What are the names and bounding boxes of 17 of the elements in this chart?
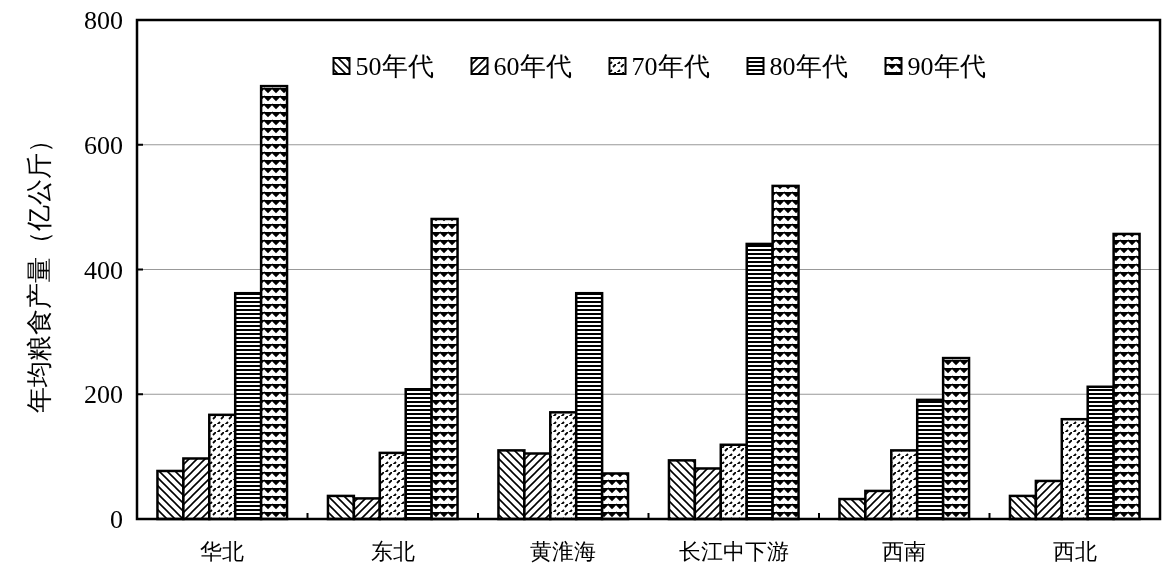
y-tick-label: 800 — [84, 6, 123, 35]
y-tick-label: 600 — [84, 130, 123, 160]
y-tick-label: 400 — [84, 255, 123, 285]
legend-label: 90年代 — [907, 52, 986, 81]
x-tick-label: 西北 — [1052, 539, 1097, 564]
x-tick-label: 西南 — [882, 539, 927, 564]
legend-label: 50年代 — [355, 52, 434, 81]
legend-label: 70年代 — [631, 52, 710, 81]
legend-label: 80年代 — [769, 52, 848, 81]
x-tick-label: 黄淮海 — [530, 539, 597, 564]
y-axis-title: 年均粮食产量（亿公斤） — [25, 126, 54, 413]
y-tick-label: 0 — [110, 505, 123, 534]
x-tick-label: 华北 — [200, 539, 245, 564]
y-tick-label: 200 — [84, 380, 123, 410]
legend-label: 60年代 — [493, 52, 572, 81]
x-tick-label: 东北 — [370, 539, 415, 564]
x-tick-label: 长江中下游 — [678, 539, 789, 564]
